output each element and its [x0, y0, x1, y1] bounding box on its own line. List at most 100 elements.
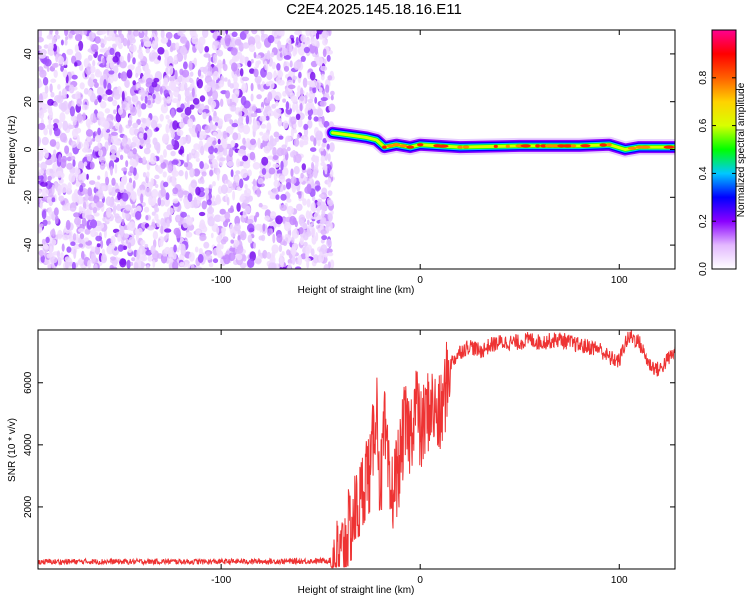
noise-blob [185, 40, 190, 51]
colorbar-label: Normalized spectral amplitude [736, 82, 747, 217]
noise-blob [237, 229, 242, 236]
signal-hotspot [457, 145, 463, 149]
noise-blob [315, 32, 320, 40]
noise-blob [155, 184, 159, 188]
noise-blob [186, 217, 190, 223]
noise-blob [137, 61, 142, 68]
noise-blob [205, 251, 211, 257]
noise-blob [80, 207, 86, 214]
noise-blob [188, 127, 193, 132]
noise-blob [309, 71, 316, 81]
noise-blob [280, 204, 287, 212]
noise-blob [116, 203, 122, 212]
noise-blob [320, 244, 328, 255]
noise-blob [197, 69, 202, 77]
noise-blob [283, 184, 286, 191]
noise-blob [280, 148, 288, 156]
noise-blob [223, 147, 228, 156]
noise-blob [43, 44, 49, 49]
noise-blob [301, 163, 306, 171]
noise-blob [49, 139, 57, 147]
noise-blob [60, 183, 68, 194]
noise-blob [168, 80, 176, 91]
noise-blob [211, 124, 217, 131]
noise-blob [45, 159, 53, 166]
noise-blob [107, 96, 114, 102]
noise-blob [281, 144, 287, 149]
noise-blob [44, 259, 49, 265]
noise-blob [312, 196, 316, 202]
noise-blob [51, 239, 57, 246]
noise-blob [152, 93, 156, 100]
noise-blob [245, 115, 250, 125]
noise-blob [165, 192, 170, 201]
noise-blob [234, 175, 240, 183]
noise-blob [40, 161, 47, 171]
noise-blob [326, 143, 330, 150]
noise-blob [310, 248, 315, 257]
noise-blob [315, 232, 319, 242]
noise-blob [290, 127, 294, 138]
noise-blob [206, 199, 212, 206]
noise-blob [236, 158, 241, 168]
noise-blob [256, 187, 261, 198]
noise-blob [143, 71, 151, 77]
noise-blob [90, 229, 97, 238]
noise-blob [77, 160, 85, 171]
noise-blob [78, 40, 84, 51]
noise-blob [216, 243, 222, 249]
noise-blob [260, 33, 265, 42]
signal-hotspot [462, 145, 470, 149]
noise-blob [74, 44, 79, 53]
noise-blob [204, 162, 208, 169]
noise-blob [320, 97, 328, 102]
noise-blob [140, 136, 145, 145]
noise-blob [261, 234, 266, 242]
noise-blob [266, 50, 271, 61]
noise-blob [259, 223, 263, 233]
noise-blob [297, 85, 301, 93]
spectrogram-signal-band [324, 124, 675, 158]
noise-blob [235, 180, 239, 187]
noise-blob [330, 95, 334, 101]
noise-blob [143, 41, 152, 47]
noise-blob [185, 231, 193, 238]
noise-blob [189, 77, 193, 83]
noise-blob [165, 31, 173, 40]
colorbar-tick-label: 0.8 [698, 70, 709, 84]
noise-blob [282, 120, 289, 129]
noise-blob [65, 259, 69, 269]
chart-title: C2E4.2025.145.18.16.E11 [286, 1, 462, 18]
noise-blob [231, 62, 238, 72]
noise-blob [53, 118, 60, 124]
noise-blob [107, 82, 112, 92]
noise-blob [86, 153, 92, 162]
noise-blob [94, 145, 99, 152]
noise-blob [54, 182, 58, 190]
noise-blob [198, 248, 203, 255]
noise-blob [265, 81, 270, 87]
noise-blob [294, 266, 302, 269]
noise-blob [276, 30, 284, 36]
noise-blob [214, 196, 222, 205]
noise-blob [95, 135, 102, 143]
noise-blob [158, 239, 164, 247]
noise-blob [176, 52, 184, 63]
noise-blob [50, 78, 57, 84]
noise-blob [293, 166, 300, 175]
noise-blob [174, 69, 178, 81]
noise-blob [96, 86, 104, 96]
noise-blob [211, 104, 215, 113]
noise-blob [111, 177, 116, 186]
noise-blob [242, 42, 250, 49]
noise-blob [257, 137, 261, 148]
noise-blob [194, 246, 199, 253]
noise-blob [87, 187, 93, 197]
noise-blob [225, 30, 229, 35]
noise-blob [68, 172, 76, 183]
noise-blob [166, 96, 172, 104]
noise-blob [152, 230, 159, 240]
noise-blob [233, 73, 238, 84]
noise-blob [244, 30, 249, 35]
